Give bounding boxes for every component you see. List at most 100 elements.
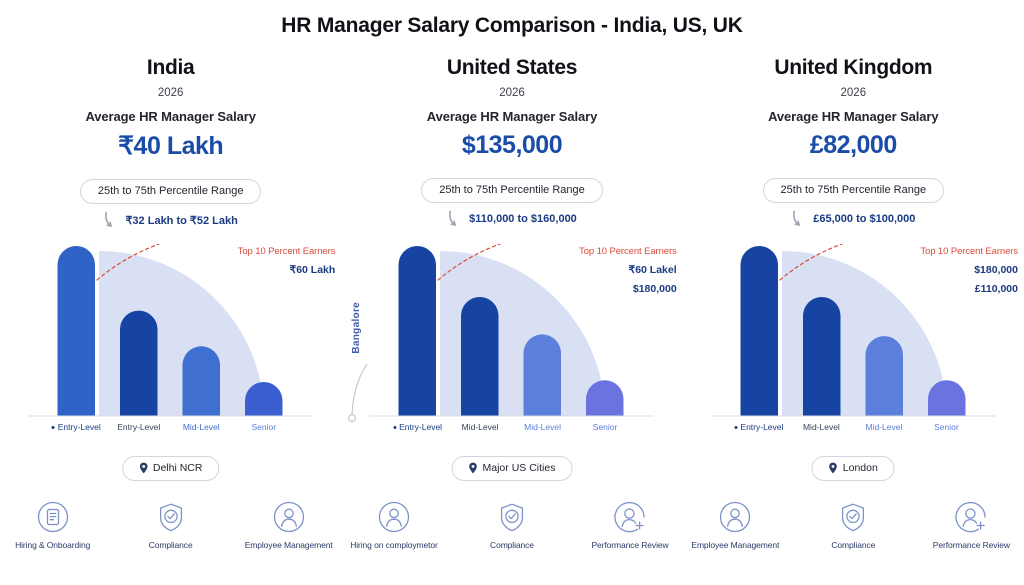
feature-item[interactable]: Compliance (804, 500, 902, 551)
annotation-title: Top 10 Percent Earners (920, 246, 1018, 257)
person-plus-icon (614, 502, 645, 533)
axis-label: Entry-Level (393, 422, 442, 432)
location-pill[interactable]: Major US Cities (451, 456, 573, 481)
city-vertical-label: Bangalore (351, 302, 363, 354)
salary-bar-chart: Top 10 Percent Earners ₹60 Lakh Entry-Leve… (0, 244, 341, 449)
location-pin-icon (829, 462, 838, 474)
feature-item[interactable]: Performance Review (581, 500, 679, 551)
bar (461, 297, 499, 416)
feature-item[interactable]: Performance Review (922, 500, 1020, 551)
feature-label: Performance Review (591, 540, 669, 550)
curved-arrow-icon (449, 210, 457, 226)
average-salary-label: Average HR Manager Salary (426, 109, 598, 124)
feature-label: Compliance (831, 540, 876, 550)
feature-item[interactable]: Employee Management (240, 500, 338, 551)
bar (740, 246, 778, 416)
bar (244, 381, 283, 416)
feature-label: Hiring on comploymetor (350, 540, 438, 550)
bar (927, 380, 966, 416)
location-pill[interactable]: London (811, 456, 895, 481)
country-name: United States (446, 56, 578, 79)
bar (119, 310, 158, 416)
legend-dot-icon (393, 426, 397, 430)
axis-label-text: Mid-Level (802, 422, 840, 432)
axis-label: Mid-Level (183, 422, 220, 432)
average-salary-value: $135,000 (461, 131, 563, 159)
bar (523, 334, 562, 416)
feature-item[interactable]: Compliance (463, 500, 561, 551)
shield-check-icon (159, 503, 182, 532)
axis-label-text: Mid-Level (524, 422, 562, 432)
country-name: United Kingdom (774, 56, 933, 79)
curved-arrow-icon (105, 211, 113, 227)
person-icon (273, 501, 304, 533)
location-label: Delhi NCR (152, 462, 203, 474)
salary-bar-chart: Top 10 Percent Earners $180,000 £110,000 En… (683, 244, 1024, 449)
bar (586, 380, 624, 416)
legend-dot-icon (734, 426, 738, 430)
bar (802, 297, 841, 416)
country-panel: United Kingdom 2026 Average HR Manager Sal… (683, 52, 1024, 585)
axis-label: Senior (251, 422, 276, 432)
location-label: London (842, 462, 878, 474)
location-pin-icon (139, 462, 148, 474)
shield-check-icon (500, 503, 524, 532)
feature-label: Compliance (490, 540, 534, 550)
percentile-range-row: ₹32 Lakh to ₹52 Lakh (0, 210, 341, 230)
average-salary-label: Average HR Manager Salary (768, 109, 939, 124)
feature-row: Hiring & Onboarding Compliance Employee Ma… (0, 500, 341, 551)
percentile-range-value: $110,000 to $160,000 (469, 213, 577, 225)
chart-axis-labels: Entry-Level Mid-Level Mid-Level Senior (341, 422, 682, 440)
axis-label-text: Senior (592, 422, 618, 432)
chart-axis-labels: Entry-Level Entry-Level Mid-Level Senior (0, 422, 341, 440)
curved-arrow-icon (793, 210, 801, 226)
person-icon (378, 501, 410, 533)
bar (865, 336, 903, 416)
year-label: 2026 (840, 87, 867, 99)
axis-label: Senior (934, 422, 959, 432)
bar (182, 346, 220, 416)
feature-item[interactable]: Hiring on comploymetor (345, 500, 443, 551)
axis-label-text: Entry-Level (57, 422, 101, 432)
axis-label: Mid-Level (865, 422, 902, 432)
legend-dot-icon (51, 426, 55, 430)
feature-label: Hiring & Onboarding (15, 540, 91, 550)
axis-label: Senior (593, 422, 618, 432)
feature-row: Hiring on comploymetor Compliance Performa… (341, 500, 682, 551)
country-name: India (146, 56, 195, 79)
axis-label: Entry-Level (51, 422, 101, 432)
percentile-range-value: ₹32 Lakh to ₹52 Lakh (125, 214, 238, 227)
average-salary-value: ₹40 Lakh (118, 132, 224, 160)
axis-label-text: Mid-Level (865, 422, 903, 432)
location-pill[interactable]: Delhi NCR (121, 456, 220, 481)
feature-label: Employee Management (244, 540, 333, 550)
annotation-title: Top 10 Percent Earners (237, 246, 336, 257)
shield-check-icon (842, 503, 865, 532)
country-panel: India 2026 Average HR Manager Salary ₹40 La… (0, 52, 341, 585)
axis-label-text: Entry-Level (399, 422, 443, 432)
location-pin-icon (469, 462, 477, 474)
axis-label: Mid-Level (462, 422, 499, 432)
feature-item[interactable]: Compliance (122, 500, 220, 551)
axis-label-text: Entry-Level (117, 422, 161, 432)
page-title: HR Manager Salary Comparison - India, US… (281, 14, 743, 37)
annotation-value: $180,000 (632, 283, 677, 295)
annotation-value: $180,000 (974, 264, 1018, 276)
year-label: 2026 (157, 87, 184, 99)
country-panel: United States 2026 Average HR Manager Sala… (341, 52, 682, 585)
annotation-title: Top 10 Percent Earners (579, 246, 677, 257)
country-panels: India 2026 Average HR Manager Salary ₹40 La… (0, 52, 1024, 585)
feature-item[interactable]: Hiring & Onboarding (4, 500, 102, 551)
average-salary-value: £82,000 (809, 131, 897, 159)
percentile-range-pill[interactable]: 25th to 75th Percentile Range (79, 179, 262, 204)
feature-item[interactable]: Employee Management (686, 500, 784, 551)
axis-label-text: Entry-Level (740, 422, 784, 432)
percentile-range-pill[interactable]: 25th to 75th Percentile Range (762, 178, 945, 203)
top-earners-annotation: Top 10 Percent Earners $180,000 £110,000 (920, 246, 1018, 295)
top-earners-annotation: Top 10 Percent Earners ₹60 Lakh (238, 246, 336, 276)
percentile-range-pill[interactable]: 25th to 75th Percentile Range (421, 178, 603, 203)
axis-label-text: Senior (934, 422, 959, 432)
average-salary-label: Average HR Manager Salary (85, 109, 256, 124)
city-leader-line-icon (348, 363, 368, 422)
